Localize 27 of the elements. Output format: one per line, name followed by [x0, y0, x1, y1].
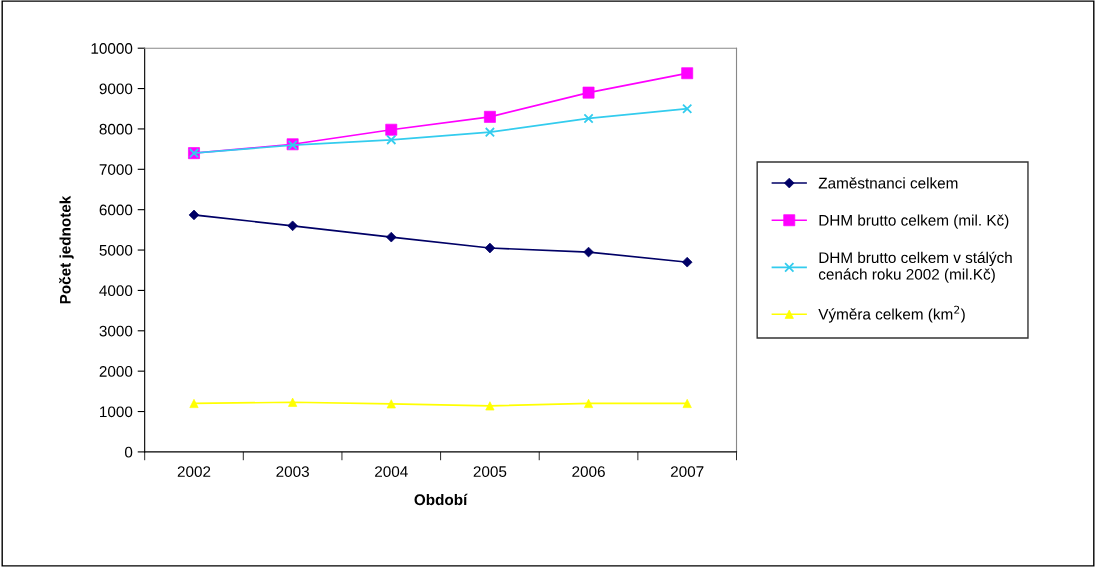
- legend-label: Výměra celkem (km$^{2}$): [818, 305, 965, 323]
- y-tick-label: 6000: [99, 204, 133, 216]
- point: [386, 134, 397, 145]
- x-tick-label: 2007: [670, 466, 704, 478]
- x-axis-title: Období: [414, 493, 468, 506]
- x-tick-label: 2005: [473, 466, 507, 478]
- legend-label: DHM brutto celkem v stálých cenách roku 2002 (mil.Kč): [818, 251, 1012, 283]
- legend-label: DHM brutto celkem (mil. Kč): [819, 214, 1009, 229]
- y-tick-label: 2000: [99, 366, 133, 377]
- x-tick-label: 2006: [572, 466, 605, 478]
- point: [583, 113, 594, 124]
- y-tick-label: 1000: [100, 406, 133, 418]
- x-tick-label: 2004: [375, 466, 408, 478]
- x-tick-label: 2003: [276, 466, 309, 478]
- y-tick-label: 5000: [99, 244, 133, 256]
- x-tick-label: 2002: [177, 466, 211, 478]
- y-tick-label: 3000: [99, 325, 133, 337]
- y-tick-label: 10000: [91, 43, 133, 54]
- y-tick-label: 4000: [99, 285, 133, 297]
- y-tick-label: 9000: [99, 83, 133, 95]
- point: [484, 127, 495, 138]
- y-tick-label: 0: [124, 446, 133, 458]
- y-tick-label: 7000: [99, 164, 133, 175]
- legend-label: Zaměstnanci celkem: [818, 177, 958, 189]
- point: [682, 103, 693, 114]
- y-axis-title: Počet jednotek: [59, 195, 74, 304]
- y-tick-label: 8000: [99, 123, 133, 135]
